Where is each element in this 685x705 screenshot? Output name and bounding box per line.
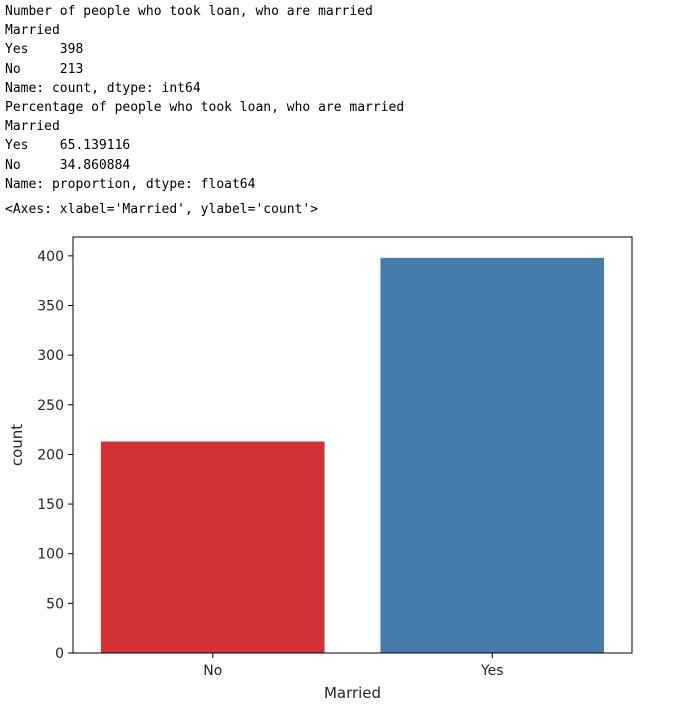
output-line: No 213 [5,61,84,77]
output-line: No 34.860884 [5,157,131,173]
cell-output: Number of people who took loan, who are … [5,2,404,194]
x-axis: No Yes [203,653,504,679]
bar-chart: 0 50 100 150 200 250 300 350 400 No Yes Married c… [8,236,633,702]
axes-repr: <Axes: xlabel='Married', ylabel='count'> [5,202,319,217]
output-line: Yes 65.139116 [5,138,131,154]
y-tick-label: 300 [37,348,64,364]
y-tick-label: 150 [37,497,64,513]
output-line: Number of people who took loan, who are … [5,4,373,19]
y-tick-label: 50 [46,596,64,612]
output-line: Married [5,23,60,39]
y-tick-label: 0 [55,646,64,662]
x-tick-label: Yes [480,663,504,679]
bar-yes [380,257,605,653]
bar-no [100,441,325,653]
y-axis-label: count [8,424,26,466]
output-line: Married [5,119,60,135]
y-tick-label: 250 [37,398,64,414]
output-line: Yes 398 [5,42,84,58]
output-line: Name: count, dtype: int64 [5,80,201,96]
output-line: Percentage of people who took loan, who … [5,99,405,115]
y-tick-label: 200 [37,447,64,463]
x-axis-label: Married [324,684,381,702]
x-tick-label: No [203,663,222,679]
y-tick-label: 350 [37,299,64,315]
axes-frame [72,236,633,654]
y-axis: 0 50 100 150 200 250 300 350 400 [37,249,73,662]
y-tick-label: 100 [37,547,64,563]
output-line: Name: proportion, dtype: float64 [5,176,256,192]
y-tick-label: 400 [37,249,64,265]
bars [100,257,605,653]
